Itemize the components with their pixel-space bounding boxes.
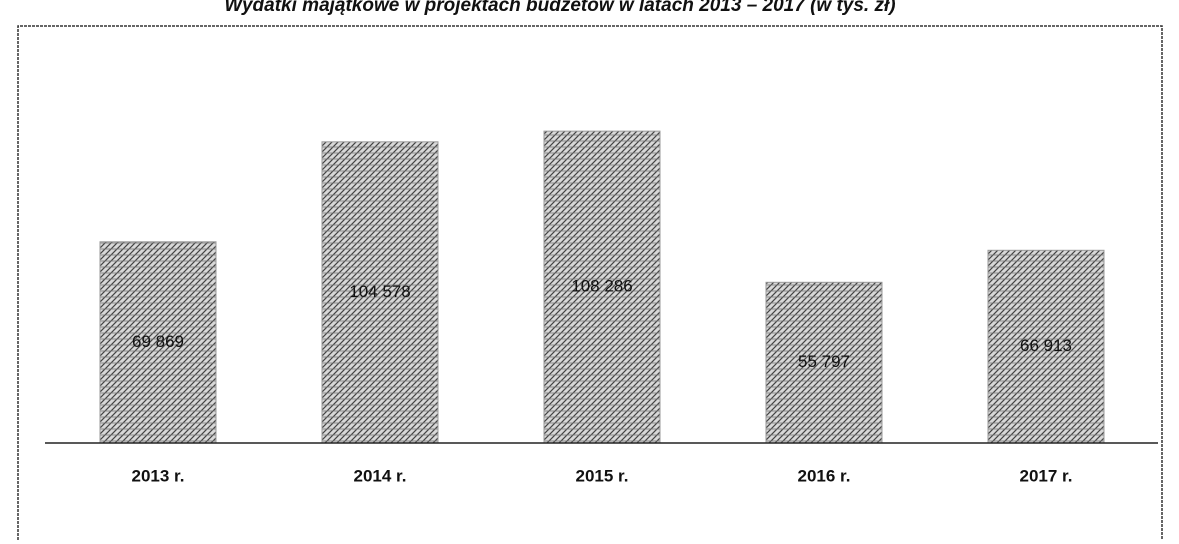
- x-tick-label: 2017 r.: [1020, 466, 1073, 485]
- data-label: 108 286: [571, 277, 632, 296]
- x-tick-label: 2015 r.: [576, 466, 629, 485]
- x-tick-label: 2013 r.: [132, 466, 185, 485]
- chart-title: Wydatki majątkowe w projektach budżetów …: [224, 0, 895, 16]
- x-tick-label: 2016 r.: [798, 466, 851, 485]
- data-label: 104 578: [349, 282, 410, 301]
- bar: [765, 281, 883, 444]
- bar: [99, 241, 217, 444]
- frame: [17, 25, 1163, 540]
- data-label: 55 797: [798, 352, 850, 371]
- x-tick-label: 2014 r.: [354, 466, 407, 485]
- plot: 69 869 2013 r. 104 578 2014 r. 108 286 2015 r…: [99, 130, 1105, 485]
- bar: [321, 141, 439, 444]
- bar: [543, 130, 661, 444]
- data-label: 66 913: [1020, 336, 1072, 355]
- data-label: 69 869: [132, 332, 184, 351]
